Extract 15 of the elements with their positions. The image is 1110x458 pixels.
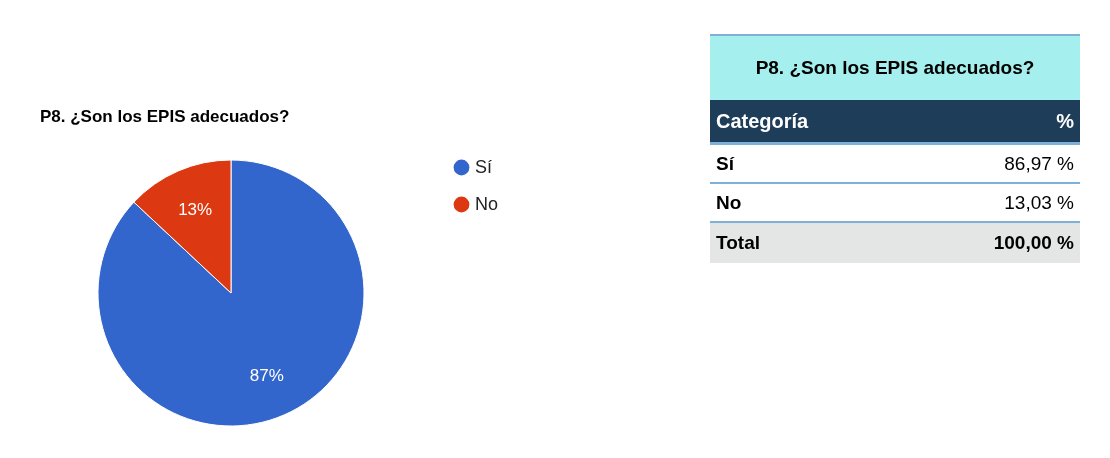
data-label: 13,03 %	[906, 183, 1080, 222]
text: %	[906, 100, 1080, 144]
legend-label: No	[475, 193, 499, 214]
data-label: 86,97 %	[906, 143, 1080, 183]
category-label: Total	[710, 222, 907, 263]
data-label: 87%	[249, 365, 284, 385]
chart-title: P8. ¿Son los EPIS adecuados?	[40, 107, 290, 126]
category-label: Sí	[710, 143, 907, 183]
text: P8. ¿Son los EPIS adecuados?	[710, 35, 1080, 100]
data-label: 13%	[178, 200, 213, 220]
data-label: 100,00 %	[906, 222, 1080, 263]
category-label: No	[710, 183, 907, 222]
pie-slice	[97, 159, 365, 427]
legend-label: Sí	[475, 156, 493, 177]
text: Categoría	[710, 100, 907, 144]
